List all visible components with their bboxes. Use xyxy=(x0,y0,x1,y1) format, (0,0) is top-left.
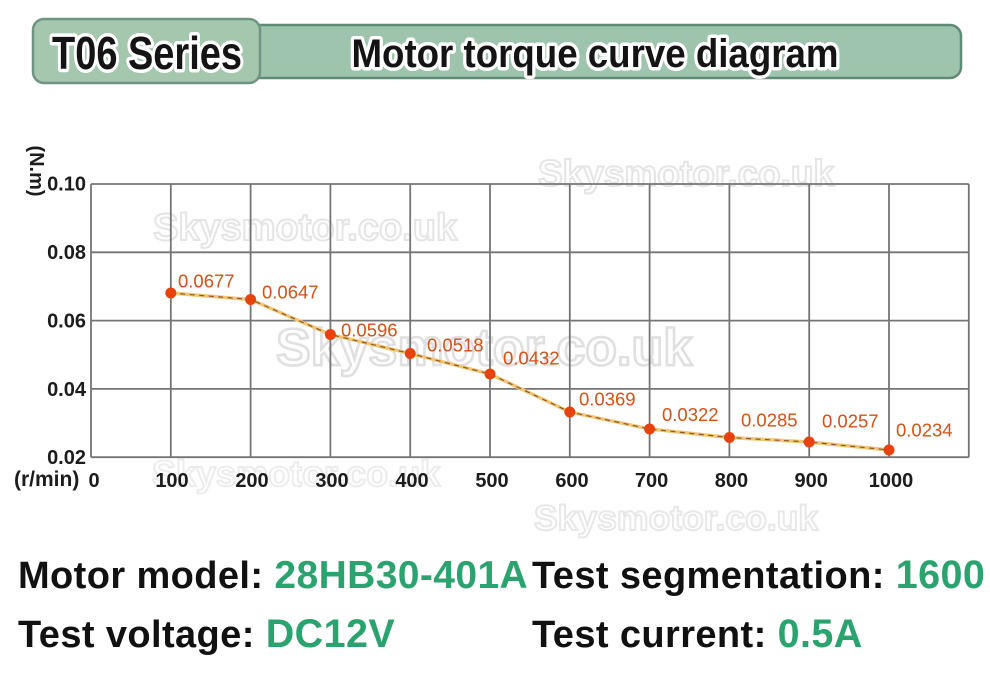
svg-text:800: 800 xyxy=(715,470,748,492)
svg-text:0.08: 0.08 xyxy=(47,242,86,264)
svg-text:1000: 1000 xyxy=(869,470,914,492)
svg-text:200: 200 xyxy=(235,470,268,492)
svg-text:0.0257: 0.0257 xyxy=(822,411,879,432)
svg-text:Skysmotor.co.uk: Skysmotor.co.uk xyxy=(153,207,458,249)
svg-text:0.0596: 0.0596 xyxy=(341,320,398,341)
svg-text:Skysmotor.co.uk: Skysmotor.co.uk xyxy=(276,319,692,377)
svg-text:0.02: 0.02 xyxy=(47,447,86,469)
svg-text:0.0322: 0.0322 xyxy=(662,404,719,425)
svg-text:100: 100 xyxy=(155,470,188,492)
svg-text:500: 500 xyxy=(475,470,508,492)
svg-text:600: 600 xyxy=(555,470,588,492)
svg-text:Skysmotor.co.uk: Skysmotor.co.uk xyxy=(152,453,441,494)
svg-text:700: 700 xyxy=(635,470,668,492)
svg-text:0.10: 0.10 xyxy=(47,174,86,196)
svg-text:0.0647: 0.0647 xyxy=(262,282,319,303)
svg-text:(r/min): (r/min) xyxy=(14,468,79,491)
svg-text:0.04: 0.04 xyxy=(47,379,87,401)
svg-text:0.0285: 0.0285 xyxy=(741,410,798,431)
svg-text:0.06: 0.06 xyxy=(47,311,86,333)
svg-text:T06 Series: T06 Series xyxy=(52,27,242,79)
svg-text:900: 900 xyxy=(795,470,828,492)
svg-text:Skysmotor.co.uk: Skysmotor.co.uk xyxy=(534,498,818,538)
svg-text:Skysmotor.co.uk: Skysmotor.co.uk xyxy=(538,153,835,194)
svg-text:Motor model: 28HB30-401A: Motor model: 28HB30-401A xyxy=(18,554,528,597)
svg-text:400: 400 xyxy=(395,470,428,492)
svg-text:Test segmentation: 1600: Test segmentation: 1600 xyxy=(532,553,985,597)
svg-text:0.0369: 0.0369 xyxy=(579,389,636,410)
svg-text:0: 0 xyxy=(88,470,99,492)
svg-text:0.0432: 0.0432 xyxy=(503,348,560,369)
svg-text:0.0677: 0.0677 xyxy=(178,271,235,292)
svg-text:(N.m): (N.m) xyxy=(25,145,47,196)
svg-text:Motor torque curve diagram: Motor torque curve diagram xyxy=(352,32,839,76)
svg-text:Test voltage: DC12V: Test voltage: DC12V xyxy=(18,612,395,656)
svg-text:Test current: 0.5A: Test current: 0.5A xyxy=(532,612,863,656)
svg-text:300: 300 xyxy=(315,470,348,492)
svg-text:0.0234: 0.0234 xyxy=(896,420,953,441)
svg-text:0.0518: 0.0518 xyxy=(427,335,484,356)
